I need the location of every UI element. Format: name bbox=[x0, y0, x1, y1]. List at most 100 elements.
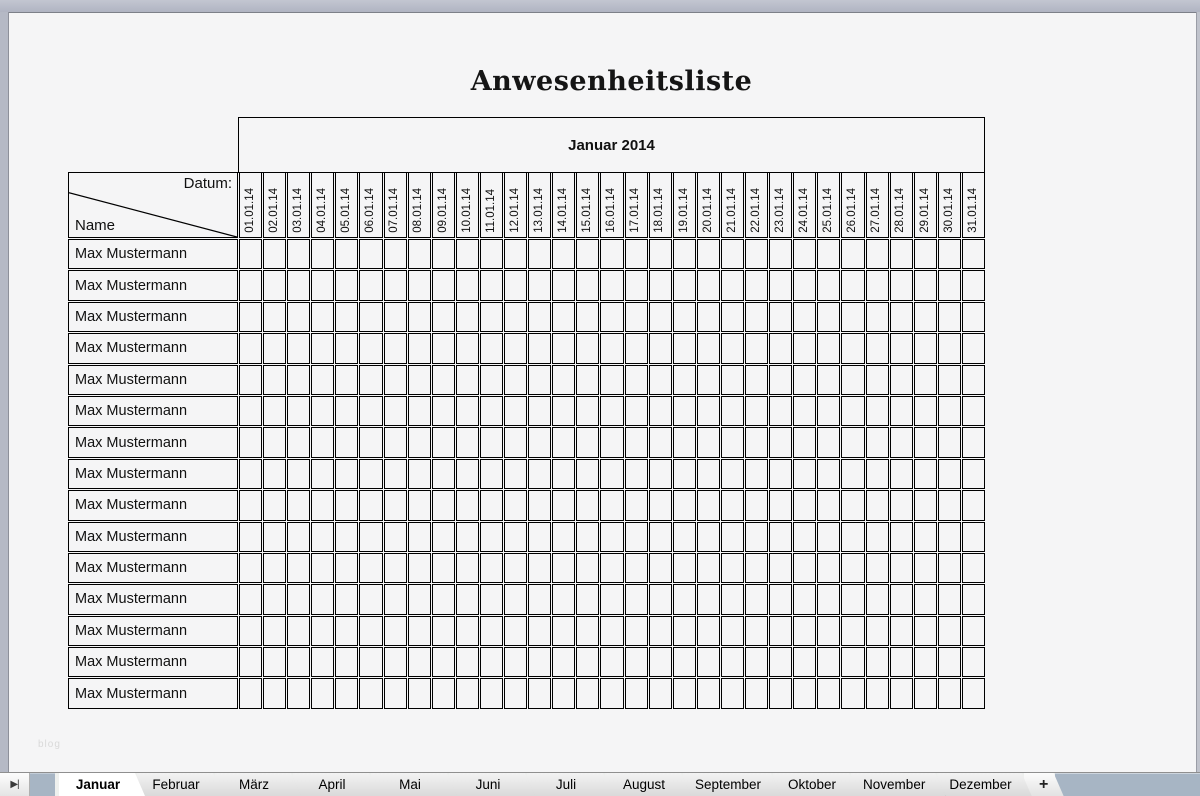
attendance-cell[interactable] bbox=[889, 458, 913, 490]
attendance-cell[interactable] bbox=[407, 647, 431, 678]
attendance-cell[interactable] bbox=[961, 427, 985, 458]
attendance-cell[interactable] bbox=[407, 239, 431, 270]
attendance-cell[interactable] bbox=[913, 239, 937, 270]
attendance-cell[interactable] bbox=[552, 239, 576, 270]
attendance-cell[interactable] bbox=[407, 395, 431, 427]
attendance-cell[interactable] bbox=[889, 239, 913, 270]
attendance-cell[interactable] bbox=[431, 270, 455, 301]
attendance-cell[interactable] bbox=[576, 301, 600, 333]
attendance-cell[interactable] bbox=[961, 301, 985, 333]
attendance-cell[interactable] bbox=[913, 333, 937, 364]
attendance-cell[interactable] bbox=[865, 458, 889, 490]
attendance-cell[interactable] bbox=[889, 490, 913, 521]
attendance-cell[interactable] bbox=[865, 490, 889, 521]
attendance-cell[interactable] bbox=[889, 615, 913, 647]
attendance-cell[interactable] bbox=[263, 333, 287, 364]
attendance-cell[interactable] bbox=[648, 552, 672, 584]
attendance-cell[interactable] bbox=[648, 427, 672, 458]
attendance-cell[interactable] bbox=[552, 333, 576, 364]
attendance-cell[interactable] bbox=[335, 395, 359, 427]
attendance-cell[interactable] bbox=[889, 333, 913, 364]
attendance-cell[interactable] bbox=[359, 333, 383, 364]
attendance-cell[interactable] bbox=[552, 301, 576, 333]
attendance-cell[interactable] bbox=[528, 270, 552, 301]
attendance-cell[interactable] bbox=[600, 239, 624, 270]
attendance-cell[interactable] bbox=[648, 521, 672, 552]
attendance-cell[interactable] bbox=[504, 615, 528, 647]
attendance-cell[interactable] bbox=[383, 584, 407, 615]
attendance-cell[interactable] bbox=[913, 647, 937, 678]
attendance-cell[interactable] bbox=[841, 521, 865, 552]
attendance-cell[interactable] bbox=[504, 647, 528, 678]
attendance-cell[interactable] bbox=[455, 427, 479, 458]
attendance-cell[interactable] bbox=[239, 270, 263, 301]
attendance-cell[interactable] bbox=[648, 239, 672, 270]
attendance-cell[interactable] bbox=[576, 239, 600, 270]
attendance-cell[interactable] bbox=[745, 427, 769, 458]
attendance-cell[interactable] bbox=[263, 584, 287, 615]
attendance-cell[interactable] bbox=[648, 364, 672, 395]
attendance-cell[interactable] bbox=[311, 521, 335, 552]
attendance-cell[interactable] bbox=[263, 427, 287, 458]
attendance-cell[interactable] bbox=[720, 427, 745, 458]
attendance-cell[interactable] bbox=[407, 333, 431, 364]
attendance-cell[interactable] bbox=[696, 458, 720, 490]
attendance-cell[interactable] bbox=[552, 364, 576, 395]
attendance-cell[interactable] bbox=[311, 678, 335, 709]
attendance-cell[interactable] bbox=[913, 584, 937, 615]
attendance-cell[interactable] bbox=[431, 333, 455, 364]
attendance-cell[interactable] bbox=[576, 678, 600, 709]
attendance-cell[interactable] bbox=[817, 270, 841, 301]
attendance-cell[interactable] bbox=[287, 490, 311, 521]
attendance-cell[interactable] bbox=[769, 458, 793, 490]
attendance-cell[interactable] bbox=[383, 239, 407, 270]
attendance-cell[interactable] bbox=[865, 552, 889, 584]
attendance-cell[interactable] bbox=[263, 552, 287, 584]
attendance-cell[interactable] bbox=[287, 584, 311, 615]
attendance-cell[interactable] bbox=[311, 333, 335, 364]
attendance-cell[interactable] bbox=[672, 301, 696, 333]
attendance-cell[interactable] bbox=[431, 395, 455, 427]
attendance-cell[interactable] bbox=[720, 521, 745, 552]
attendance-cell[interactable] bbox=[817, 490, 841, 521]
attendance-cell[interactable] bbox=[624, 678, 648, 709]
attendance-cell[interactable] bbox=[287, 521, 311, 552]
attendance-cell[interactable] bbox=[937, 239, 961, 270]
attendance-cell[interactable] bbox=[696, 427, 720, 458]
attendance-cell[interactable] bbox=[672, 270, 696, 301]
attendance-cell[interactable] bbox=[479, 458, 504, 490]
attendance-cell[interactable] bbox=[745, 678, 769, 709]
attendance-cell[interactable] bbox=[720, 301, 745, 333]
attendance-cell[interactable] bbox=[528, 301, 552, 333]
attendance-cell[interactable] bbox=[455, 395, 479, 427]
attendance-cell[interactable] bbox=[745, 301, 769, 333]
attendance-cell[interactable] bbox=[624, 490, 648, 521]
attendance-cell[interactable] bbox=[817, 427, 841, 458]
attendance-cell[interactable] bbox=[479, 364, 504, 395]
attendance-cell[interactable] bbox=[937, 458, 961, 490]
attendance-cell[interactable] bbox=[287, 333, 311, 364]
attendance-cell[interactable] bbox=[961, 678, 985, 709]
attendance-cell[interactable] bbox=[359, 647, 383, 678]
attendance-cell[interactable] bbox=[600, 427, 624, 458]
attendance-cell[interactable] bbox=[528, 678, 552, 709]
attendance-cell[interactable] bbox=[696, 364, 720, 395]
attendance-cell[interactable] bbox=[600, 333, 624, 364]
attendance-cell[interactable] bbox=[576, 395, 600, 427]
attendance-cell[interactable] bbox=[841, 333, 865, 364]
attendance-cell[interactable] bbox=[335, 458, 359, 490]
attendance-cell[interactable] bbox=[793, 427, 817, 458]
attendance-cell[interactable] bbox=[793, 270, 817, 301]
attendance-cell[interactable] bbox=[455, 552, 479, 584]
attendance-cell[interactable] bbox=[745, 395, 769, 427]
attendance-cell[interactable] bbox=[552, 395, 576, 427]
attendance-cell[interactable] bbox=[672, 584, 696, 615]
attendance-cell[interactable] bbox=[528, 521, 552, 552]
attendance-cell[interactable] bbox=[817, 647, 841, 678]
attendance-cell[interactable] bbox=[720, 333, 745, 364]
attendance-cell[interactable] bbox=[769, 615, 793, 647]
attendance-cell[interactable] bbox=[263, 521, 287, 552]
attendance-cell[interactable] bbox=[383, 678, 407, 709]
attendance-cell[interactable] bbox=[383, 395, 407, 427]
attendance-cell[interactable] bbox=[431, 584, 455, 615]
